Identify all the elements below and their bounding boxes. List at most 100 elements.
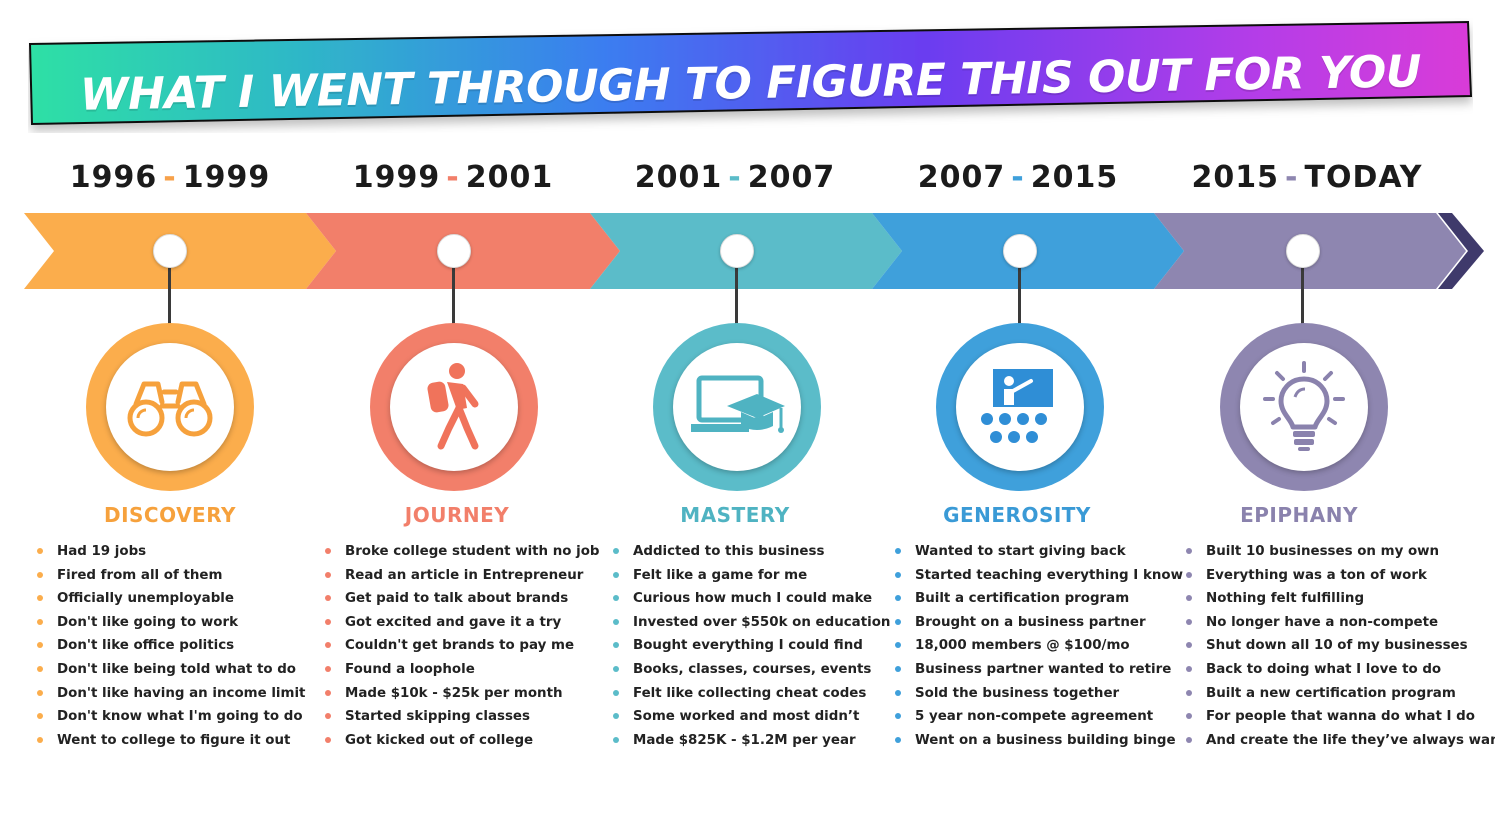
list-item: 5 year non-compete agreement bbox=[893, 705, 1183, 729]
stage-label-discovery: DISCOVERY bbox=[103, 503, 237, 527]
list-item: Made $825K - $1.2M per year bbox=[611, 729, 890, 753]
list-item-text: Went on a business building binge bbox=[915, 732, 1176, 748]
stage-icon-disc bbox=[673, 343, 801, 471]
timeline-dot bbox=[1286, 234, 1320, 268]
list-item: Bought everything I could find bbox=[611, 634, 890, 658]
stage-list-journey: Broke college student with no job Read an… bbox=[323, 540, 600, 752]
bullet-dot bbox=[613, 618, 619, 625]
list-item: Got excited and gave it a try bbox=[323, 611, 600, 635]
list-item: Started skipping classes bbox=[323, 705, 600, 729]
bullet-dot bbox=[37, 548, 43, 554]
list-item-text: Felt like a game for me bbox=[633, 567, 808, 583]
year-start: 1996 bbox=[69, 160, 158, 195]
list-item-text: Found a loophole bbox=[345, 661, 475, 677]
stage-icon-ring-discovery bbox=[86, 323, 254, 491]
bullet-dot bbox=[37, 618, 43, 625]
list-item-text: 18,000 members @ $100/mo bbox=[915, 638, 1130, 654]
year-dash: - bbox=[728, 160, 742, 195]
stage-label-epiphany: EPIPHANY bbox=[1240, 503, 1358, 527]
bullet-dot bbox=[1186, 642, 1192, 649]
list-item: Invested over $550k on education bbox=[611, 611, 890, 635]
graduation-laptop-icon bbox=[691, 375, 785, 433]
bullet-dot bbox=[895, 689, 901, 696]
year-start: 2015 bbox=[1191, 160, 1280, 195]
list-item-text: Don't like having an income limit bbox=[57, 685, 306, 701]
list-item: Shut down all 10 of my businesses bbox=[1184, 634, 1495, 658]
bullet-dot bbox=[1186, 595, 1192, 602]
stage-label-journey: JOURNEY bbox=[404, 503, 510, 527]
bullet-dot bbox=[895, 548, 901, 554]
list-item: Couldn't get brands to pay me bbox=[323, 634, 600, 658]
bullet-dot bbox=[37, 689, 43, 696]
bullet-dot bbox=[895, 736, 901, 743]
list-item-text: Nothing felt fulfilling bbox=[1206, 591, 1365, 607]
bullet-dot bbox=[37, 571, 43, 578]
list-item-text: Couldn't get brands to pay me bbox=[345, 638, 575, 654]
year-range-discovery: 1996-1999 bbox=[28, 160, 312, 195]
list-item-text: Brought on a business partner bbox=[915, 614, 1146, 630]
bullet-dot bbox=[1186, 665, 1192, 672]
list-item-text: Wanted to start giving back bbox=[915, 544, 1126, 559]
banner-ribbon bbox=[28, 20, 1473, 126]
list-item-text: Went to college to figure it out bbox=[57, 732, 291, 748]
list-item: Don't like office politics bbox=[35, 634, 305, 658]
year-range-generosity: 2007-2015 bbox=[876, 160, 1160, 195]
bullet-dot bbox=[325, 642, 331, 649]
list-item-text: Back to doing what I love to do bbox=[1206, 661, 1442, 677]
list-item-text: Get paid to talk about brands bbox=[345, 591, 569, 607]
connector-stem bbox=[1301, 268, 1304, 326]
list-item: Curious how much I could make bbox=[611, 587, 890, 611]
bullet-dot bbox=[1186, 713, 1192, 720]
bullet-dot bbox=[325, 713, 331, 720]
list-item-text: Books, classes, courses, events bbox=[633, 661, 872, 677]
year-end: 2001 bbox=[465, 160, 554, 195]
bullet-dot bbox=[895, 642, 901, 649]
bullet-dot bbox=[37, 642, 43, 649]
timeline-dot bbox=[1003, 234, 1037, 268]
stage-label-mastery: MASTERY bbox=[680, 503, 790, 527]
list-item-text: Don't like being told what to do bbox=[57, 661, 297, 677]
list-item: Some worked and most didn’t bbox=[611, 705, 890, 729]
list-item: Books, classes, courses, events bbox=[611, 658, 890, 682]
stage-icon-disc bbox=[106, 343, 234, 471]
year-end: 2007 bbox=[747, 160, 836, 195]
list-item-text: Broke college student with no job bbox=[345, 544, 600, 559]
list-item: 18,000 members @ $100/mo bbox=[893, 634, 1183, 658]
connector-stem bbox=[735, 268, 738, 326]
year-end: 2015 bbox=[1030, 160, 1119, 195]
list-item: Felt like collecting cheat codes bbox=[611, 682, 890, 706]
list-item: For people that wanna do what I do bbox=[1184, 705, 1495, 729]
year-dash: - bbox=[163, 160, 177, 195]
list-item: Went to college to figure it out bbox=[35, 729, 305, 753]
bullet-dot bbox=[1186, 689, 1192, 696]
year-range-journey: 1999-2001 bbox=[311, 160, 595, 195]
list-item-text: Curious how much I could make bbox=[633, 591, 873, 607]
bullet-dot bbox=[613, 736, 619, 743]
list-item-text: Sold the business together bbox=[915, 685, 1120, 701]
connector-stem bbox=[452, 268, 455, 326]
bullet-dot bbox=[325, 595, 331, 602]
list-item-text: Felt like collecting cheat codes bbox=[633, 685, 867, 701]
list-item-text: Fired from all of them bbox=[57, 567, 223, 583]
list-item: Officially unemployable bbox=[35, 587, 305, 611]
arrow-tip-epiphany bbox=[1438, 213, 1484, 289]
list-item: Made $10k - $25k per month bbox=[323, 682, 600, 706]
list-item: Broke college student with no job bbox=[323, 540, 600, 564]
timeline-dot bbox=[437, 234, 471, 268]
bullet-dot bbox=[1186, 618, 1192, 625]
list-item-text: Some worked and most didn’t bbox=[633, 709, 860, 725]
stage-icon-ring-mastery bbox=[653, 323, 821, 491]
connector-stem bbox=[1018, 268, 1021, 326]
list-item-text: Got kicked out of college bbox=[345, 732, 534, 748]
list-item-text: Business partner wanted to retire bbox=[915, 661, 1172, 677]
list-item-text: Officially unemployable bbox=[57, 591, 234, 607]
list-item-text: Don't like office politics bbox=[57, 638, 235, 654]
year-end: TODAY bbox=[1304, 160, 1423, 195]
year-end: 1999 bbox=[182, 160, 271, 195]
list-item: Had 19 jobs bbox=[35, 540, 305, 564]
stage-list-discovery: Had 19 jobs Fired from all of them Officia… bbox=[35, 540, 305, 752]
bullet-dot bbox=[37, 736, 43, 743]
list-item-text: For people that wanna do what I do bbox=[1206, 709, 1475, 725]
list-item: Don't like being told what to do bbox=[35, 658, 305, 682]
bullet-dot bbox=[613, 571, 619, 578]
